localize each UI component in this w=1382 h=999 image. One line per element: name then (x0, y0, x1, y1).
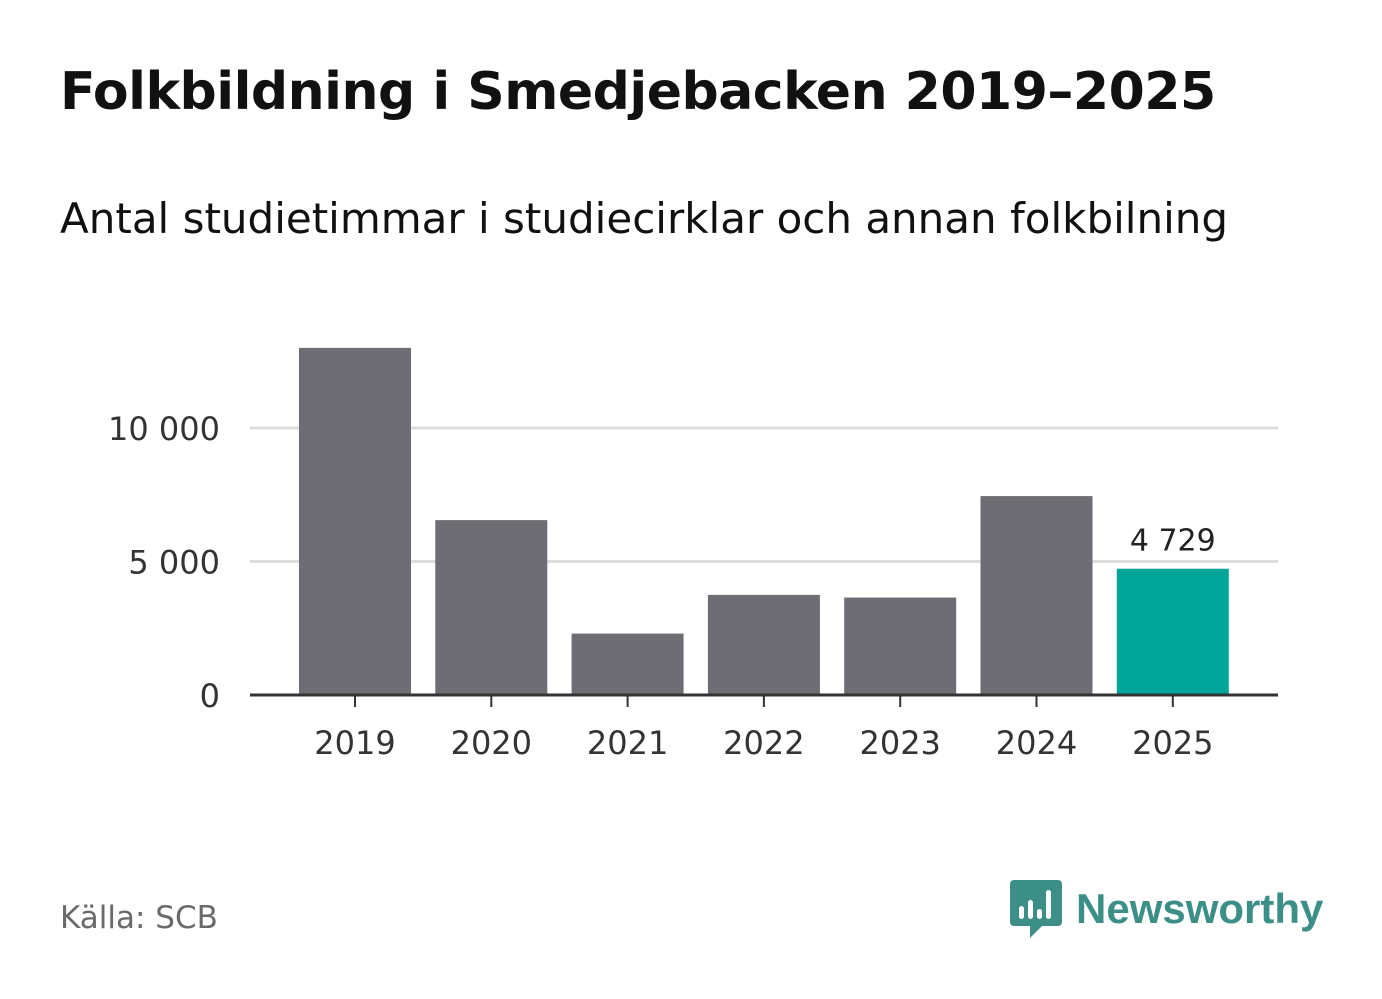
x-tick-label-2022: 2022 (723, 724, 804, 762)
source-note: Källa: SCB (60, 900, 218, 936)
brand-logo: Newsworthy (1010, 878, 1323, 940)
data-label-2025: 4 729 (1130, 524, 1216, 559)
bar-2023 (844, 597, 957, 695)
x-tick-label-2024: 2024 (996, 724, 1077, 762)
chart-subtitle: Antal studietimmar i studiecirklar och a… (60, 194, 1229, 243)
bar-chart: 0 5 000 10 000 2019 2020 2021 2022 2023 2024 2025… (108, 347, 1278, 762)
bar-2025 (1116, 568, 1229, 695)
y-tick-label-1: 5 000 (128, 544, 220, 582)
chart-title: Folkbildning i Smedjebacken 2019–2025 (60, 62, 1216, 122)
bar-2024 (980, 496, 1093, 695)
bar-2020 (435, 520, 548, 695)
x-tick-label-2023: 2023 (859, 724, 940, 762)
y-tick-label-2: 10 000 (108, 410, 220, 448)
brand-name: Newsworthy (1076, 885, 1324, 932)
x-tick-label-2020: 2020 (451, 724, 532, 762)
x-tick-label-2021: 2021 (587, 724, 668, 762)
x-tick-label-2019: 2019 (314, 724, 395, 762)
bar-2021 (571, 633, 684, 695)
newsworthy-logo-icon (1010, 880, 1062, 938)
bar-2022 (707, 594, 820, 695)
y-tick-label-0: 0 (200, 677, 220, 715)
x-tick-label-2025: 2025 (1132, 724, 1213, 762)
bar-2019 (299, 347, 411, 695)
